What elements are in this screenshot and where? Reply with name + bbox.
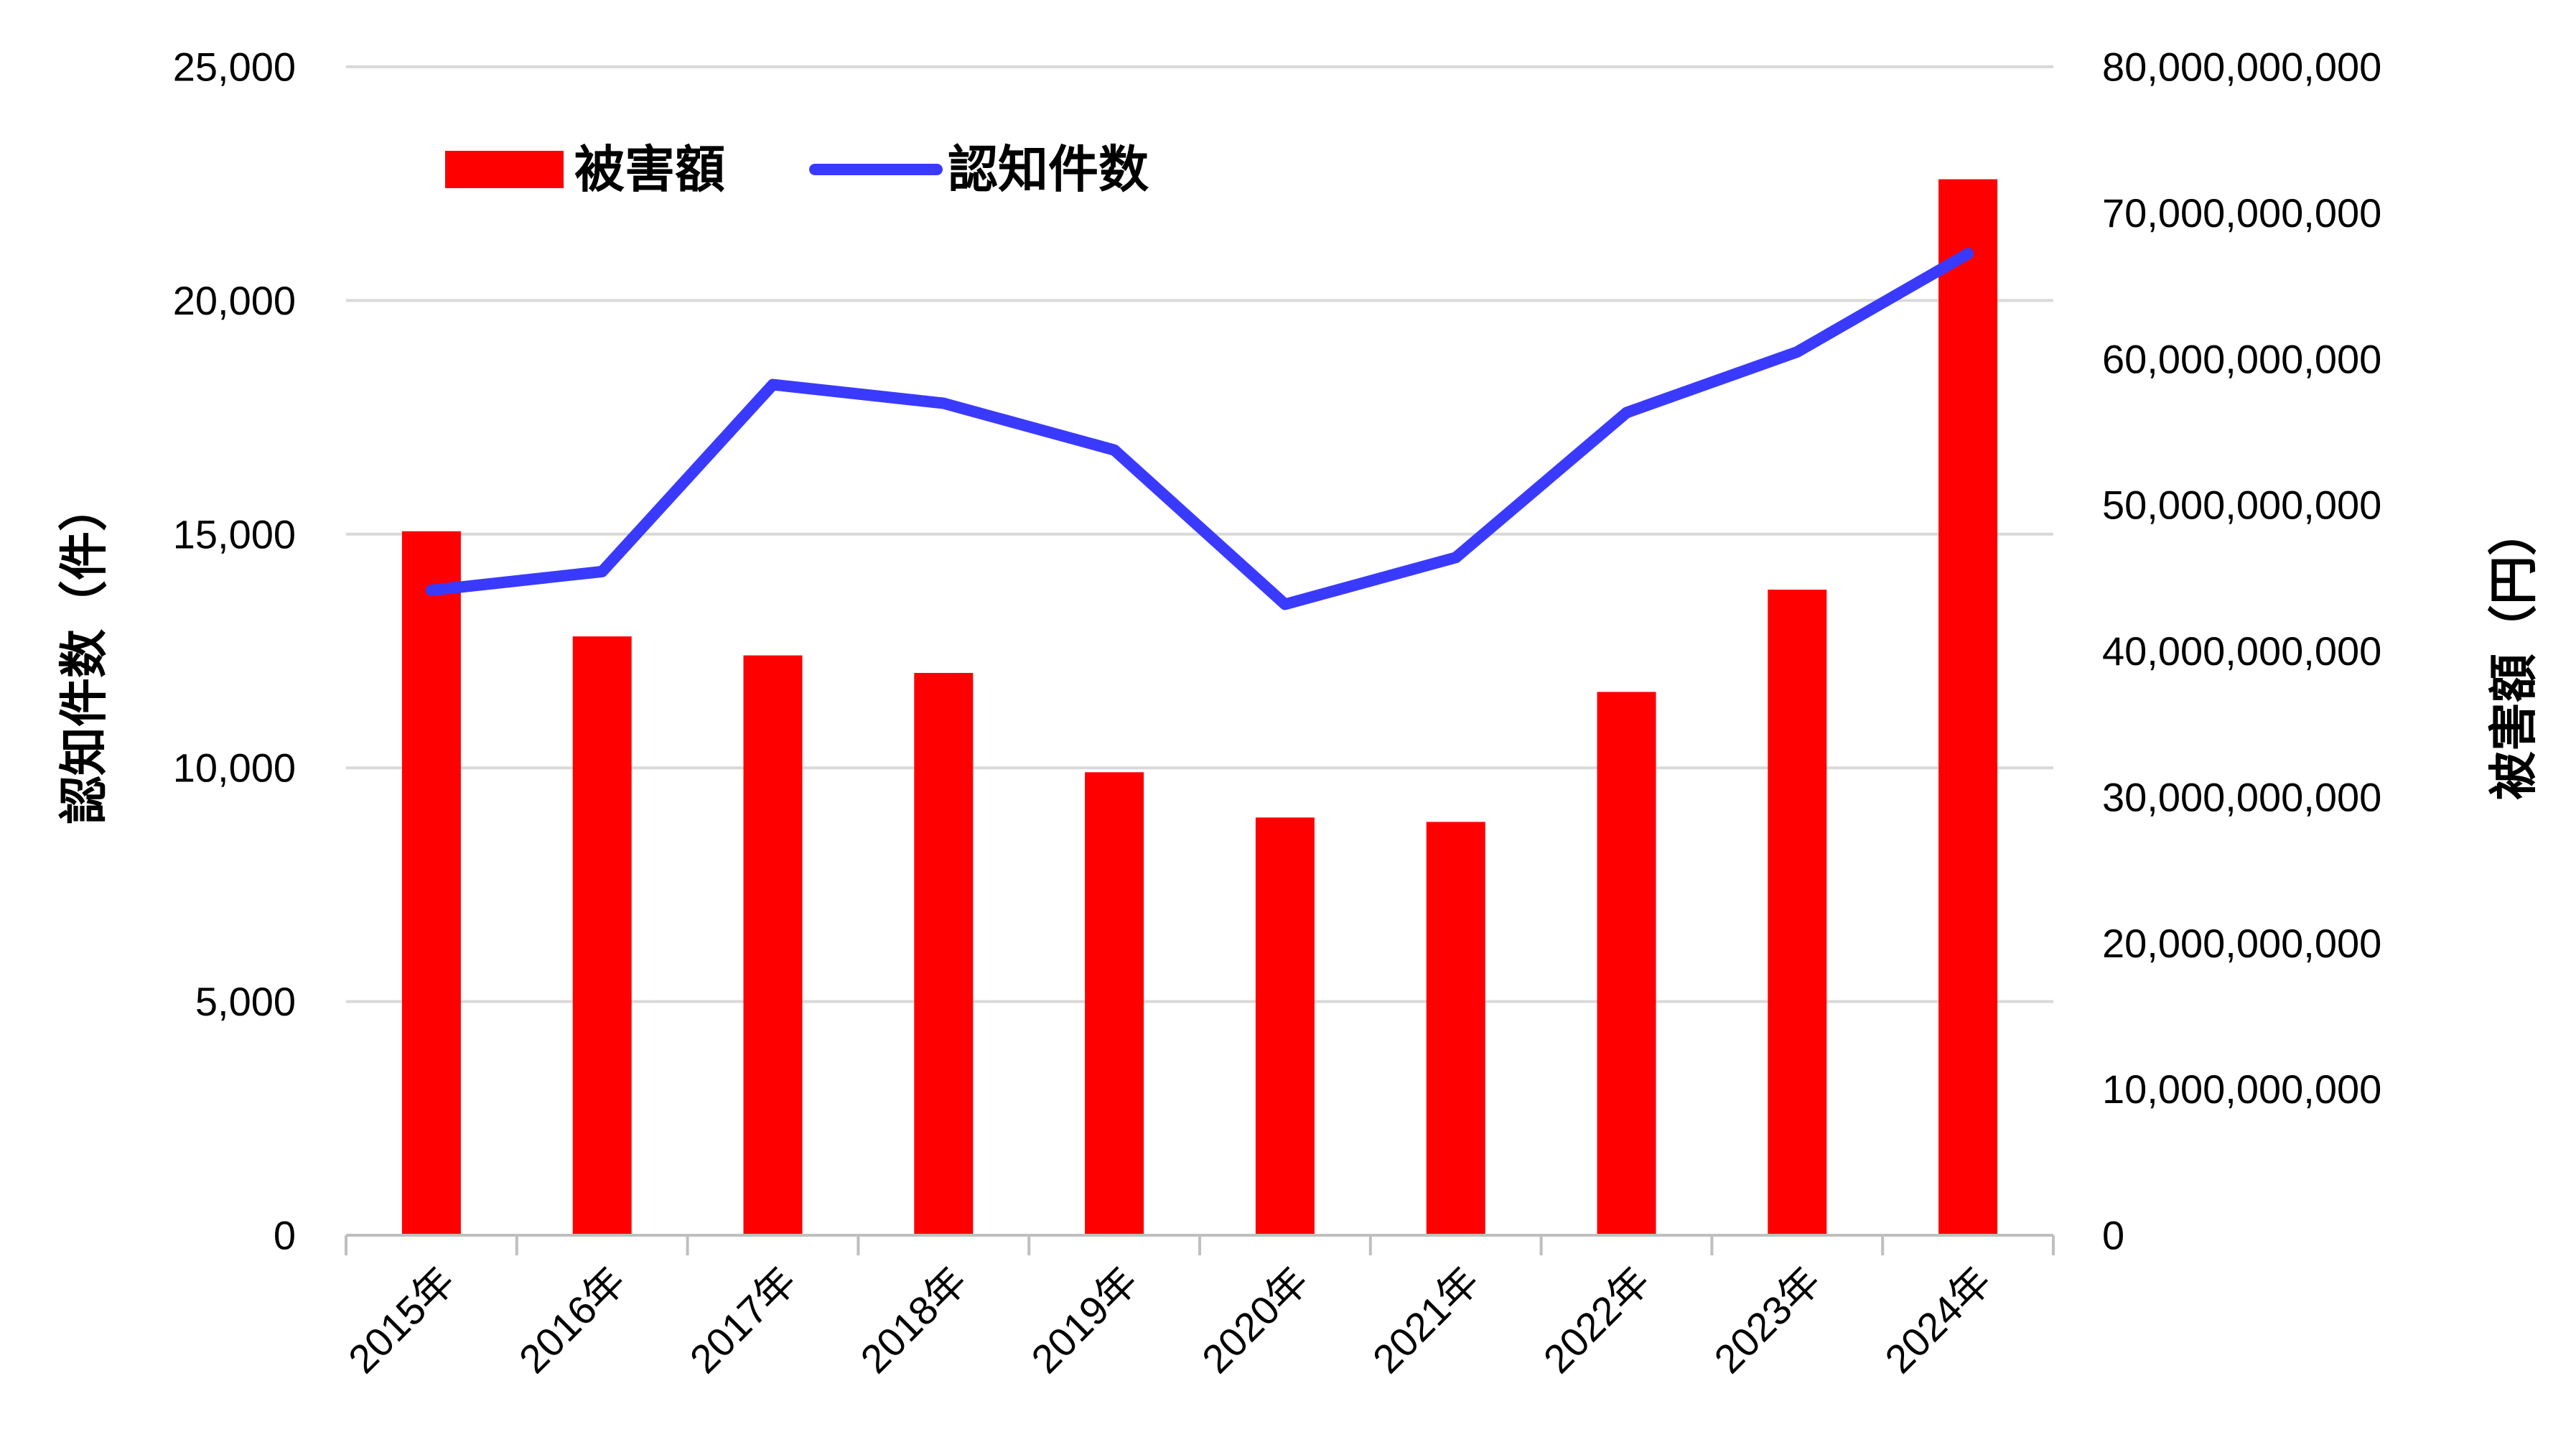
category-label: 2017年 (681, 1258, 805, 1382)
count-line (425, 248, 1974, 610)
left-tick-label: 0 (274, 1213, 296, 1258)
category-label: 2021年 (1364, 1258, 1488, 1382)
legend-swatch-damage (445, 151, 564, 188)
left-tick-label: 15,000 (173, 511, 296, 557)
right-tick-label: 0 (2102, 1213, 2124, 1258)
damage-bar (1597, 692, 1656, 1235)
right-tick-label: 40,000,000,000 (2102, 628, 2381, 674)
damage-bar (743, 655, 803, 1235)
right-tick-label: 30,000,000,000 (2102, 774, 2381, 819)
damage-bar (914, 673, 974, 1235)
damage-bar (1085, 772, 1144, 1235)
category-label: 2022年 (1535, 1258, 1658, 1382)
damage-bar (1426, 822, 1485, 1235)
category-label: 2018年 (851, 1258, 975, 1382)
category-label: 2015年 (340, 1258, 463, 1382)
legend-label-count: 認知件数 (948, 140, 1149, 199)
left-tick-label: 20,000 (173, 278, 296, 323)
category-label: 2024年 (1876, 1258, 1999, 1382)
line-series-count (425, 248, 1974, 610)
right-tick-label: 70,000,000,000 (2102, 190, 2381, 236)
damage-bar (1255, 817, 1315, 1235)
left-tick-label: 25,000 (173, 45, 296, 90)
right-tick-label: 20,000,000,000 (2102, 921, 2381, 966)
category-label: 2023年 (1705, 1258, 1829, 1382)
legend-label-damage: 被害額 (574, 140, 725, 199)
bar-series-damage (401, 179, 1998, 1235)
right-axis-title: 被害額（円） (2486, 507, 2543, 800)
damage-bar (1768, 590, 1827, 1235)
right-tick-label: 60,000,000,000 (2102, 336, 2381, 381)
legend: 被害額 認知件数 (445, 140, 1149, 199)
category-label: 2016年 (510, 1258, 634, 1382)
damage-bar (572, 636, 632, 1235)
right-tick-label: 10,000,000,000 (2102, 1066, 2381, 1112)
right-tick-label: 50,000,000,000 (2102, 483, 2381, 528)
damage-bar (401, 531, 461, 1235)
left-axis-title: 認知件数（件） (57, 483, 113, 824)
left-tick-label: 10,000 (173, 745, 296, 791)
category-label: 2019年 (1022, 1258, 1146, 1382)
left-tick-label: 5,000 (195, 979, 296, 1024)
right-tick-label: 80,000,000,000 (2102, 45, 2381, 90)
category-label: 2020年 (1193, 1258, 1317, 1382)
damage-bar (1938, 179, 1998, 1235)
